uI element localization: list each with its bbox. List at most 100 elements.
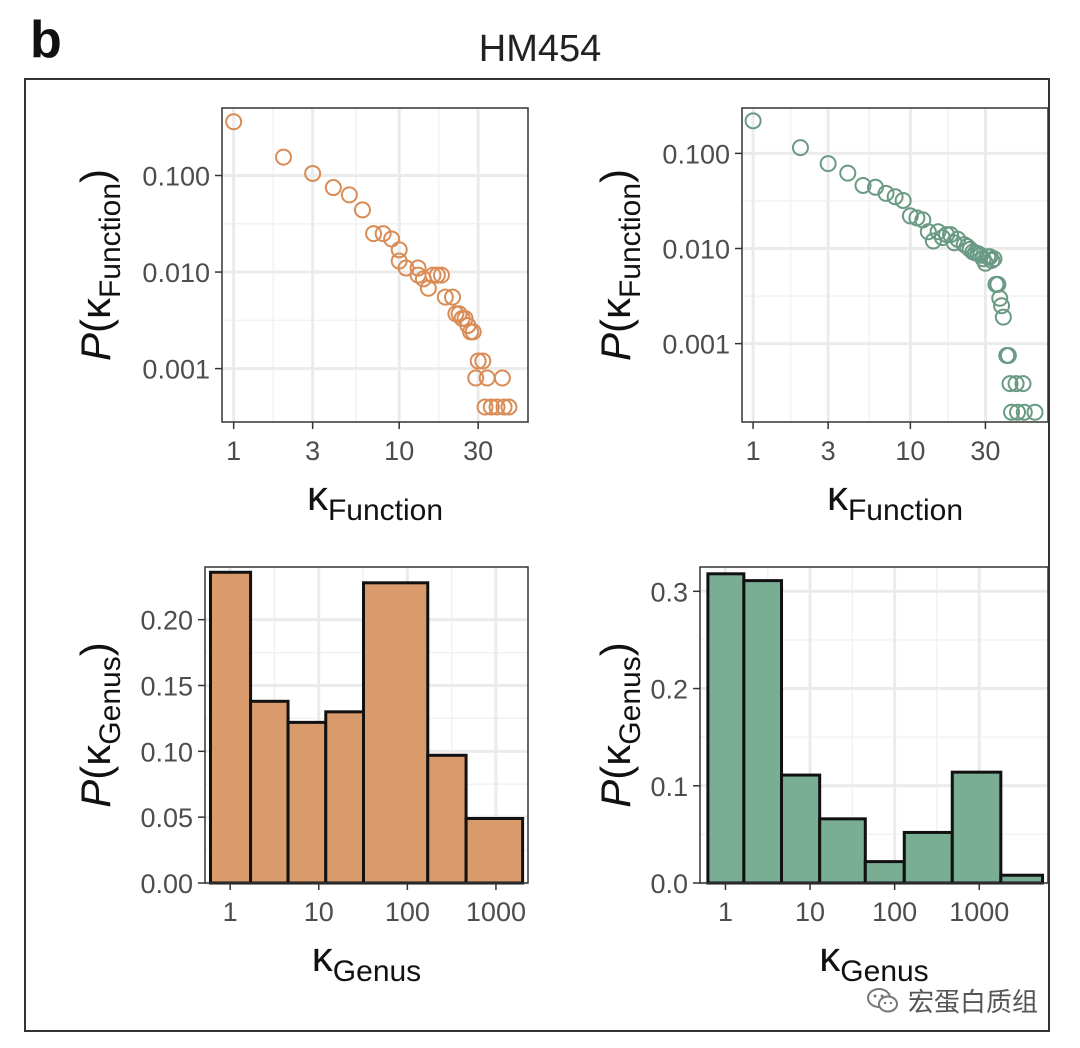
scatter-point: [819, 155, 837, 173]
scatter-point: [985, 250, 1003, 268]
scatter-point: [493, 369, 511, 387]
scatter-point: [225, 113, 243, 131]
y-tick-label: 0.100: [142, 161, 210, 191]
panel-letter: b: [30, 11, 62, 69]
y-tick-label: 0.100: [662, 139, 730, 169]
x-axis-title-subscript: Genus: [333, 955, 421, 988]
figure-title: HM454: [478, 28, 602, 70]
x-axis-title-symbol: κ: [312, 933, 334, 980]
y-axis-title-P: P: [592, 780, 639, 808]
y-tick-label: 0.3: [650, 577, 688, 607]
y-axis-title-symbol: (κ: [592, 744, 639, 780]
scatter-point: [428, 266, 446, 284]
histogram-bar: [362, 581, 430, 885]
plot-border: [204, 566, 529, 884]
y-tick-label: 0.010: [142, 258, 210, 288]
data-marks: [706, 572, 1045, 885]
plot-border: [221, 107, 529, 423]
wechat-icon: [867, 987, 898, 1012]
scatter-point: [901, 207, 919, 225]
x-axis-title-subscript: Genus: [840, 955, 928, 988]
scatter-point: [877, 184, 895, 202]
histogram-bar: [902, 830, 954, 885]
scatter-point: [390, 241, 408, 259]
histogram-bar: [863, 860, 906, 885]
scatter-point: [474, 352, 492, 370]
histogram-genus-orange: 1 10 100 10000.000.050.100.150.20κGenusP(κG…: [72, 566, 529, 988]
x-tick-label: 10: [304, 897, 334, 927]
x-axis-title: κFunction: [827, 472, 963, 527]
scatter-point: [500, 398, 518, 416]
scatter-point: [1003, 403, 1021, 421]
scatter-point: [365, 225, 383, 243]
y-axis-title-close: ): [72, 642, 119, 656]
scatter-point: [791, 139, 809, 157]
scatter-point: [478, 369, 496, 387]
scatter-point: [469, 352, 487, 370]
y-axis-title: P(κGenus): [592, 642, 647, 807]
scatter-point: [436, 288, 454, 306]
y-axis-title-P: P: [592, 333, 639, 361]
scatter-point: [919, 223, 937, 241]
y-axis-title-subscript: Genus: [614, 656, 647, 744]
histogram-bar: [426, 753, 468, 885]
y-axis-title-symbol: (κ: [592, 297, 639, 333]
y-tick-label: 0.2: [650, 675, 688, 705]
scatter-chart-function-orange: 1 3 10 300.0010.0100.100κFunctionP(κFunctio…: [72, 107, 529, 527]
histogram-bar: [286, 720, 328, 885]
y-axis-title-close: ): [72, 169, 119, 183]
watermark-text: 宏蛋白质组: [908, 988, 1039, 1018]
data-marks: [744, 112, 1044, 421]
scatter-point: [324, 179, 342, 197]
scatter-point: [886, 188, 904, 206]
x-tick-label: 10: [795, 897, 825, 927]
x-axis-title-subscript: Function: [848, 494, 963, 527]
histogram-bar: [706, 572, 746, 885]
scatter-point: [854, 176, 872, 194]
y-axis-title-close: ): [592, 642, 639, 656]
x-axis-title-symbol: κ: [819, 933, 841, 980]
x-tick-label: 30: [970, 436, 1000, 466]
scatter-point: [744, 112, 762, 130]
y-tick-label: 0.001: [662, 330, 730, 360]
grid: [222, 108, 528, 422]
x-tick-label: 10: [895, 436, 925, 466]
x-axis-title: κFunction: [307, 472, 443, 527]
scatter-point: [894, 191, 912, 209]
y-axis-title-P: P: [72, 780, 119, 808]
watermark: 宏蛋白质组: [866, 982, 1038, 1019]
y-tick-label: 0.10: [140, 737, 193, 767]
histogram-bar: [818, 817, 867, 885]
y-axis-title: P(κGenus): [72, 642, 127, 807]
scatter-point: [1007, 375, 1025, 393]
ticks: 1 3 10 30 0.001 0.010 0.100: [142, 161, 493, 466]
y-tick-label: 0.15: [140, 672, 193, 702]
scatter-point: [924, 232, 942, 250]
ticks: 1 3 10 30 0.001 0.010 0.100: [662, 139, 1000, 466]
data-marks: [209, 570, 525, 885]
histogram-bar: [999, 873, 1045, 885]
y-tick-label: 0.00: [140, 869, 193, 899]
grid: [742, 108, 1048, 422]
histogram-bar: [324, 710, 366, 885]
scatter-point: [424, 266, 442, 284]
ticks: 1 10 100 1000 0.00 0.05 0.10 0.15 0.20: [140, 606, 526, 927]
histogram-bar: [780, 773, 822, 885]
scatter-point: [467, 369, 485, 387]
histogram-bar: [209, 570, 253, 885]
y-axis-title-subscript: Function: [94, 183, 127, 298]
scatter-point: [432, 266, 450, 284]
scatter-point: [1015, 403, 1033, 421]
y-axis-title-close: ): [592, 169, 639, 183]
histogram-bar: [950, 770, 1003, 885]
x-axis-title-symbol: κ: [307, 472, 329, 519]
scatter-point: [409, 259, 427, 277]
x-tick-label: 100: [385, 897, 430, 927]
scatter-point: [476, 398, 494, 416]
plot-border: [699, 566, 1049, 884]
y-tick-label: 0.20: [140, 606, 193, 636]
x-tick-label: 1: [226, 436, 241, 466]
scatter-point: [374, 225, 392, 243]
scatter-point: [1026, 403, 1044, 421]
